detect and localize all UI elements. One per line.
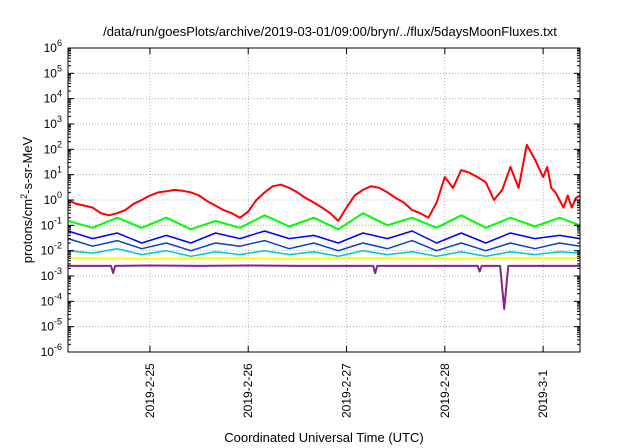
y-axis-label-suffix: -s-sr-MeV [20, 136, 35, 193]
y-tick-exponent: 2 [57, 139, 62, 149]
series-line-2 [67, 212, 581, 231]
y-tick-base: 10 [41, 269, 55, 283]
y-tick-label: 104 [44, 89, 62, 106]
y-tick-exponent: -1 [54, 215, 62, 225]
y-tick-base: 10 [44, 117, 58, 131]
grid-lines [68, 48, 580, 352]
y-tick-base: 10 [41, 294, 55, 308]
y-tick-exponent: 0 [57, 190, 62, 200]
x-tick-label: 2019-2-26 [241, 363, 255, 418]
x-tick-label: 2019-2-27 [340, 363, 354, 418]
y-tick-exponent: 4 [57, 89, 62, 99]
y-axis-label: protons/cm2-s-sr-MeV [19, 136, 35, 263]
y-tick-base: 10 [44, 66, 58, 80]
y-tick-base: 10 [41, 218, 55, 232]
x-tick-label: 2019-3-1 [536, 370, 550, 418]
y-tick-label: 101 [44, 165, 62, 182]
y-tick-exponent: -5 [54, 317, 62, 327]
y-tick-base: 10 [44, 168, 58, 182]
x-tick-label: 2019-2-28 [438, 363, 452, 418]
y-tick-label: 10-5 [41, 317, 62, 334]
y-tick-base: 10 [41, 320, 55, 334]
y-tick-exponent: 6 [57, 38, 62, 48]
series-line-7 [68, 264, 580, 310]
y-tick-label: 102 [44, 139, 62, 156]
y-tick-label: 103 [44, 114, 62, 131]
x-tick-label: 2019-2-25 [143, 363, 157, 418]
y-tick-exponent: 1 [57, 165, 62, 175]
y-tick-base: 10 [41, 345, 55, 359]
y-tick-label: 10-3 [41, 266, 62, 283]
y-tick-base: 10 [44, 92, 58, 106]
y-tick-exponent: -6 [54, 342, 62, 352]
series-line-1 [67, 143, 581, 222]
y-axis-label-superscript: 2 [19, 194, 29, 199]
y-tick-exponent: 5 [57, 63, 62, 73]
y-axis-label-prefix: protons/cm [20, 199, 35, 263]
y-tick-label: 10-1 [41, 215, 62, 232]
y-tick-label: 10-6 [41, 342, 62, 359]
y-tick-label: 100 [44, 190, 62, 207]
y-tick-label: 106 [44, 38, 62, 55]
x-axis-label: Coordinated Universal Time (UTC) [224, 430, 423, 445]
y-tick-label: 105 [44, 63, 62, 80]
y-tick-base: 10 [44, 41, 58, 55]
y-tick-exponent: -3 [54, 266, 62, 276]
x-axis-ticks: 2019-2-25 2019-2-26 2019-2-27 2019-2-28 2019… [143, 48, 550, 418]
y-tick-base: 10 [44, 142, 58, 156]
y-axis-ticks: 10610510410310210110010-110-210-310-410-… [41, 38, 580, 359]
y-tick-label: 10-4 [41, 291, 62, 308]
series-line-3 [67, 230, 581, 244]
y-tick-exponent: 3 [57, 114, 62, 124]
y-tick-exponent: -4 [54, 291, 62, 301]
y-tick-exponent: -2 [54, 241, 62, 251]
chart-title: /data/run/goesPlots/archive/2019-03-01/0… [103, 24, 557, 39]
series-lines [67, 143, 581, 310]
series-line-4 [67, 237, 581, 252]
y-tick-label: 10-2 [41, 241, 62, 258]
series-line-5 [67, 247, 581, 258]
y-tick-base: 10 [41, 244, 55, 258]
y-tick-base: 10 [44, 193, 58, 207]
